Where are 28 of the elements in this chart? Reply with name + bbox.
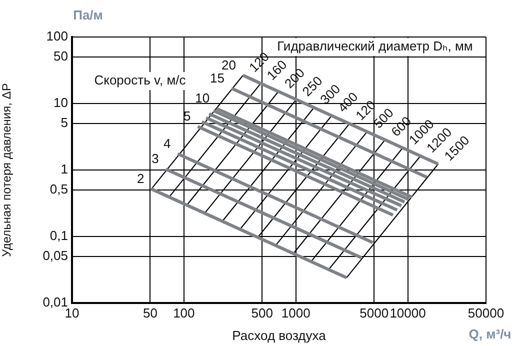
annotation: Гидравлический диаметр Dₕ, мм [277,38,473,54]
y-tick-label: 10 [54,95,68,110]
series-label: 3 [152,151,159,166]
y-tick-label: 0,5 [50,182,68,197]
y-axis-title: Удельная потеря давления, ΔP [0,83,14,257]
y-tick-label: 0,01 [42,294,68,310]
series-label: 20 [222,57,236,72]
text: Па/м [73,8,103,23]
series-label: 2 [136,170,144,186]
y-tick-label: 1 [60,162,68,177]
x-tick-label: 500 [251,305,274,320]
x-tick-label: 50 [142,305,158,320]
y-tick-label: 0,1 [50,228,68,244]
y-tick-label: 100 [46,28,68,44]
series-label: 15 [210,70,224,86]
annotation: Скорость v, м/с [94,72,186,88]
series-label: 10 [195,90,210,106]
series-label: 4 [163,136,171,151]
x-tick-label: 5000 [360,305,389,320]
x-tick-label: 1000 [281,305,310,320]
x-tick-label: 10000 [390,305,426,320]
x-tick-label: 50000 [468,305,504,320]
x-tick-label: 100 [173,305,195,320]
y-tick-label: 0,05 [42,248,68,264]
y-tick-label: 50 [54,48,68,64]
text: Q, м³/ч [468,326,512,342]
x-axis-title: Расход воздуха [232,328,327,343]
y-tick-label: 5 [60,115,68,130]
